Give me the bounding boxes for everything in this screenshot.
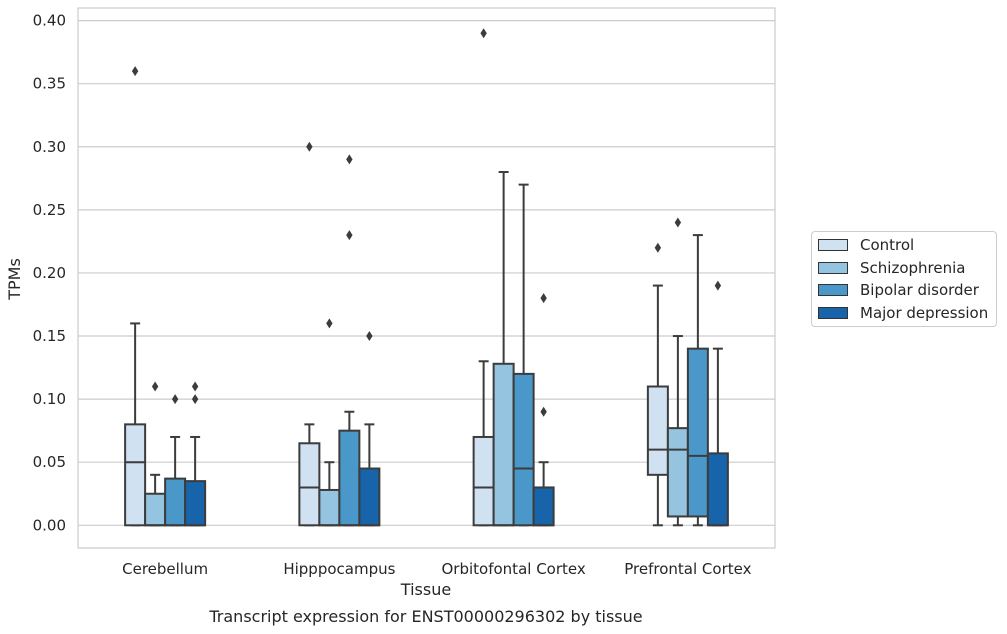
- legend-label: Major depression: [860, 304, 989, 322]
- legend-swatch-control: [818, 239, 848, 251]
- legend-label: Schizophrenia: [860, 259, 966, 277]
- box-iqr: [646, 385, 669, 476]
- outlier-point: [171, 394, 179, 405]
- box-iqr: [512, 372, 535, 527]
- box-iqr: [666, 427, 689, 518]
- outlier-point: [654, 242, 662, 253]
- y-tick-label: 0.30: [33, 138, 66, 156]
- box-iqr: [358, 467, 381, 527]
- x-tick-label: Hipppocampus: [283, 560, 395, 578]
- box-bipolar-disorder: [164, 394, 187, 527]
- box-iqr: [144, 492, 167, 527]
- y-tick-label: 0.10: [33, 390, 66, 408]
- legend-item-bipolar-disorder: Bipolar disorder: [818, 280, 979, 300]
- box-iqr: [298, 442, 321, 527]
- box-control: [298, 141, 321, 527]
- box-iqr: [472, 435, 495, 527]
- box-iqr: [532, 486, 555, 527]
- outlier-point: [346, 230, 353, 241]
- box-major-depression: [532, 293, 555, 527]
- chart-title: Transcript expression for ENST0000029630…: [208, 607, 642, 626]
- y-tick-label: 0.05: [33, 453, 66, 471]
- legend-item-control: Control: [818, 235, 914, 255]
- box-iqr: [338, 429, 361, 527]
- box-bipolar-disorder: [686, 234, 709, 527]
- outlier-point: [346, 154, 353, 165]
- outlier-point: [151, 381, 159, 392]
- legend-label: Bipolar disorder: [860, 281, 979, 299]
- outlier-point: [306, 141, 313, 152]
- box-schizophrenia: [492, 171, 515, 527]
- box-major-depression: [706, 280, 729, 527]
- legend-swatch-schizophrenia: [818, 262, 848, 274]
- box-iqr: [184, 480, 207, 527]
- y-tick-label: 0.15: [33, 327, 66, 345]
- box-plots: [124, 28, 729, 527]
- box-schizophrenia: [144, 381, 167, 527]
- outlier-point: [674, 217, 682, 228]
- box-bipolar-disorder: [512, 183, 535, 527]
- box-iqr: [124, 423, 147, 527]
- box-iqr: [706, 452, 729, 527]
- x-tick-labels: Cerebellum Hipppocampus Orbitofontal Corte…: [122, 560, 751, 578]
- y-tick-label: 0.20: [33, 264, 66, 282]
- box-iqr: [686, 347, 709, 518]
- y-tick-label: 0.00: [33, 516, 66, 534]
- outlier-point: [714, 280, 722, 291]
- box-control: [124, 66, 147, 527]
- outlier-point: [540, 293, 547, 304]
- box-major-depression: [358, 331, 381, 527]
- box-iqr: [492, 362, 515, 527]
- y-tick-label: 0.25: [33, 201, 66, 219]
- box-major-depression: [184, 381, 207, 527]
- legend-item-major-depression: Major depression: [818, 303, 988, 323]
- outlier-point: [326, 318, 333, 329]
- x-tick-label: Orbitofontal Cortex: [442, 560, 586, 578]
- legend: Control Schizophrenia Bipolar disorder M…: [811, 231, 997, 327]
- outlier-point: [540, 406, 547, 417]
- legend-label: Control: [860, 236, 915, 254]
- outlier-point: [191, 381, 199, 392]
- x-tick-label: Cerebellum: [122, 560, 208, 578]
- legend-swatch-major-depression: [818, 307, 848, 319]
- box-schizophrenia: [666, 217, 689, 527]
- y-tick-label: 0.35: [33, 75, 66, 93]
- legend-swatch-bipolar-disorder: [818, 284, 848, 296]
- outlier-point: [366, 331, 373, 342]
- box-bipolar-disorder: [338, 154, 361, 527]
- plot-frame: [77, 7, 776, 549]
- outlier-point: [131, 66, 139, 77]
- x-axis-label: Tissue: [400, 580, 451, 599]
- legend-item-schizophrenia: Schizophrenia: [818, 258, 965, 278]
- y-tick-labels: 0.00 0.05 0.10 0.15 0.20 0.25 0.30 0.35 0.40: [33, 12, 66, 535]
- box-iqr: [318, 488, 341, 527]
- y-tick-label: 0.40: [33, 12, 66, 30]
- outlier-point: [191, 394, 199, 405]
- x-tick-label: Prefrontal Cortex: [624, 560, 751, 578]
- box-control: [646, 242, 669, 527]
- outlier-point: [480, 28, 487, 39]
- box-control: [472, 28, 495, 527]
- box-iqr: [164, 477, 187, 527]
- box-schizophrenia: [318, 318, 341, 527]
- y-axis-label: TPMs: [5, 258, 24, 301]
